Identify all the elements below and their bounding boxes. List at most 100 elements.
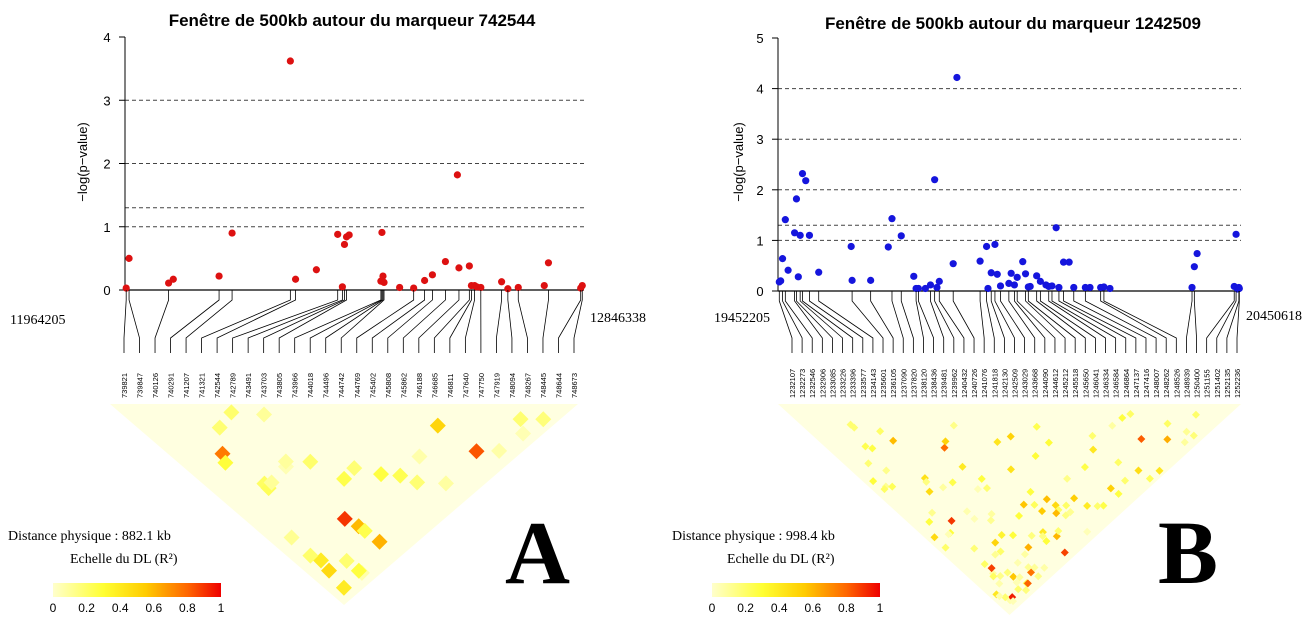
panel-b-marker-connector xyxy=(870,291,894,353)
panel-a-marker-connector xyxy=(309,290,383,353)
panel-a-marker-connector xyxy=(185,290,233,353)
panel-b-ld-cell xyxy=(997,530,1006,539)
panel-b-ld-cell xyxy=(925,517,934,526)
panel-b-marker-connector xyxy=(930,291,945,353)
panel-b-ld-cell xyxy=(1042,495,1051,504)
panel-b-marker-connector xyxy=(1025,291,1066,353)
panel-b-marker-label: 1241818 xyxy=(990,369,999,398)
panel-b-ld-cell xyxy=(963,507,972,516)
panel-b-ld-cell xyxy=(970,514,979,523)
panel-b-ylabel: −log(p−value) xyxy=(731,122,746,202)
panel-b-snp-point xyxy=(1100,283,1108,291)
panel-b-ld-cell xyxy=(1034,572,1043,581)
panel-b-snp-point xyxy=(984,284,992,293)
panel-a-marker-label: 740291 xyxy=(167,373,176,398)
panel-b-ld-cell xyxy=(928,508,937,517)
panel-b-ld-cell xyxy=(1089,445,1098,454)
panel-b-ld-cell xyxy=(1015,573,1024,582)
panel-b-snp-point xyxy=(1052,224,1060,232)
panel-a-pos-start: 11964205 xyxy=(10,313,65,328)
panel-a-snp-point xyxy=(428,271,437,279)
panel-b-ld-cell xyxy=(1083,527,1092,536)
panel-a-ld-cell xyxy=(371,533,388,550)
panel-b-ld-cell xyxy=(1060,548,1069,557)
panel-b-marker-connector xyxy=(1014,291,1046,353)
panel-a-snp-point xyxy=(340,240,349,249)
panel-b-snp-point xyxy=(1235,284,1243,293)
panel-b-ld-cell xyxy=(1066,508,1075,517)
panel-b-marker-connector xyxy=(891,291,904,353)
panel-b-ld-cell xyxy=(996,547,1005,556)
panel-b-ld-cell xyxy=(970,544,979,553)
panel-a-marker-connector xyxy=(278,290,347,353)
panel-b-marker-connector xyxy=(990,291,1005,353)
panel-a-marker-label: 744742 xyxy=(337,373,346,398)
panel-b-ld-cell xyxy=(1020,550,1029,559)
panel-b-snp-point xyxy=(798,170,807,178)
panel-b-snp-point xyxy=(996,282,1005,290)
panel-b-snp-point xyxy=(1019,258,1027,266)
panel-b-ld-cell xyxy=(1038,507,1047,516)
panel-b-marker-label: 1239481 xyxy=(940,369,949,398)
panel-a-snp-point xyxy=(504,285,512,293)
panel-b-snp-point xyxy=(914,284,923,293)
panel-b-snp-point xyxy=(1232,230,1240,238)
panel-a-snp-point xyxy=(421,276,429,285)
panel-a-marker-connector xyxy=(449,290,472,353)
panel-a-ld-cell xyxy=(263,474,280,491)
panel-b-marker-label: 1237090 xyxy=(899,369,908,398)
panel-a-marker-connector xyxy=(263,290,345,353)
panel-b-color-scale xyxy=(712,583,880,597)
panel-b-snp-point xyxy=(1036,277,1044,285)
panel-b-marker-label: 1244090 xyxy=(1041,369,1050,398)
panel-a-snp-point xyxy=(441,257,450,266)
panel-a-marker-connector xyxy=(433,290,470,353)
panel-b-snp-point xyxy=(921,284,929,293)
panel-a-marker-label: 744496 xyxy=(322,373,331,398)
panel-b-marker-connector xyxy=(979,291,985,353)
panel-b-marker-label: 1232107 xyxy=(788,369,797,398)
panel-b-ld-cell xyxy=(1026,487,1035,496)
panel-a-pos-end: 12846338 xyxy=(590,311,646,326)
panel-a-snp-point xyxy=(380,278,388,287)
panel-b-snp-point xyxy=(991,240,999,249)
panel-b-marker-connector xyxy=(1027,291,1076,353)
panel-a-ld-cell xyxy=(515,425,532,442)
panel-b-marker-label: 1245518 xyxy=(1071,369,1080,398)
panel-b-marker-connector xyxy=(1193,291,1197,353)
panel-a-snp-point xyxy=(465,262,473,270)
panel-b-ld-cell xyxy=(1108,421,1117,430)
panel-a-ld-cell xyxy=(346,460,363,477)
panel-a-snp-point xyxy=(578,281,586,290)
panel-b-snp-point xyxy=(781,216,789,224)
panel-b-snp-point xyxy=(805,231,814,239)
panel-b-marker-label: 1246334 xyxy=(1102,369,1111,398)
panel-b-ld-cell xyxy=(996,571,1005,580)
panel-b-ld-cell xyxy=(1062,501,1071,510)
panel-b-marker-connector xyxy=(1073,291,1147,353)
panel-a-ld-cell xyxy=(392,467,409,484)
panel-b-snp-point xyxy=(848,276,856,284)
panel-b-snp-point xyxy=(778,255,787,263)
panel-a-ld-cell xyxy=(350,562,367,579)
panel-b-marker-connector xyxy=(1084,291,1157,353)
panel-a-y-tick-label-1: 1 xyxy=(103,220,110,235)
panel-b-marker-label: 1240726 xyxy=(970,369,979,398)
panel-a-marker-connector xyxy=(402,290,446,353)
panel-a-marker-label: 742789 xyxy=(229,373,238,398)
panel-b-snp-point xyxy=(953,73,961,82)
panel-a-snp-point xyxy=(540,281,548,290)
panel-b-ld-cell xyxy=(991,538,1000,547)
panel-b-marker-connector xyxy=(994,291,1015,353)
panel-a-color-scale xyxy=(53,583,221,597)
panel-a-y-tick-label-0: 0 xyxy=(103,283,110,298)
panel-b-marker-label: 1241076 xyxy=(980,369,989,398)
panel-b-ld-cell xyxy=(973,485,982,494)
panel-b-marker-label: 1233396 xyxy=(849,369,858,398)
panel-a-scale-ticks: 0 0.2 0.4 0.6 0.8 1 xyxy=(50,601,225,615)
panel-b-y-tick-label-1: 1 xyxy=(756,233,763,248)
panel-b-ld-cell xyxy=(1024,543,1033,552)
panel-b-marker-connector xyxy=(818,291,874,353)
panel-b-ld-cell xyxy=(1013,558,1022,567)
panel-a-ld-cell xyxy=(336,470,353,487)
